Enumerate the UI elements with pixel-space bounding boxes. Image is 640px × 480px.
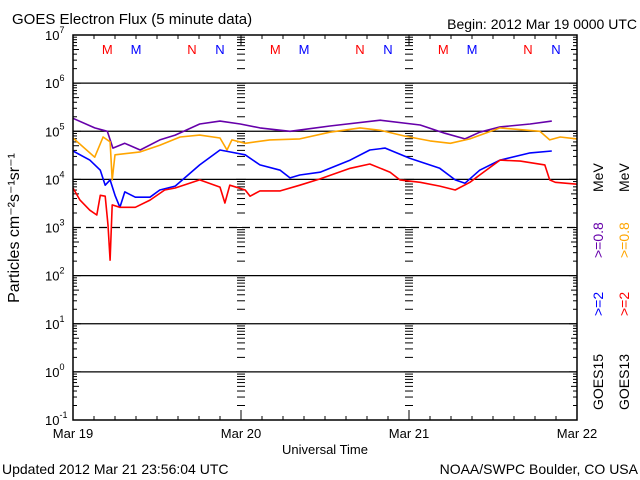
y-axis-label: Particles cm⁻²s⁻¹sr⁻¹ <box>6 153 23 303</box>
event-marker: N <box>551 42 560 57</box>
event-marker: M <box>270 42 281 57</box>
y-tick-label: 103 <box>45 218 64 236</box>
event-marker: M <box>102 42 113 57</box>
event-marker: M <box>299 42 310 57</box>
x-tick-label: Mar 21 <box>389 426 429 441</box>
series-lines <box>72 117 578 261</box>
y-tick-base: 10 <box>45 365 59 380</box>
x-axis-label: Universal Time <box>282 442 368 457</box>
event-marker: N <box>355 42 364 57</box>
y-tick-base: 10 <box>45 76 59 91</box>
y-tick-exponent: 2 <box>59 266 64 276</box>
legend-goes13-2mev: >=2 <box>616 292 632 316</box>
y-tick-exponent: 6 <box>59 73 64 83</box>
event-marker: M <box>131 42 142 57</box>
y-tick-base: 10 <box>45 28 59 43</box>
legend-goes13: GOES13 <box>616 354 632 410</box>
y-tick-base: 10 <box>45 124 59 139</box>
x-tick-label: Mar 22 <box>557 426 597 441</box>
y-tick-base: 10 <box>45 269 59 284</box>
updated-timestamp: Updated 2012 Mar 21 23:56:04 UTC <box>2 461 228 477</box>
series-line-goes15-2-mev <box>72 147 552 209</box>
x-tick-label: Mar 20 <box>221 426 261 441</box>
x-tick-labels: Mar 19 Mar 20 Mar 21 Mar 22 <box>53 426 597 441</box>
begin-time: Begin: 2012 Mar 19 0000 UTC <box>447 16 637 32</box>
series-line-goes15-0-8-mev <box>72 117 552 151</box>
legend-goes15: GOES15 <box>590 354 606 410</box>
y-tick-label: 102 <box>45 266 64 284</box>
y-tick-exponent: 1 <box>59 314 64 324</box>
legend-goes13-unit: MeV <box>616 163 632 192</box>
y-tick-base: 10 <box>45 172 59 187</box>
event-marker: M <box>438 42 449 57</box>
series-line-goes13-0-8-mev <box>72 127 578 181</box>
y-tick-label: 100 <box>45 362 64 380</box>
event-marker: N <box>523 42 532 57</box>
y-tick-exponent: 7 <box>59 25 64 35</box>
y-tick-label: 107 <box>45 25 64 43</box>
legend: GOES15 >=2 >=0.8 MeV GOES13 >=2 >=0.8 Me… <box>590 163 632 410</box>
data-source: NOAA/SWPC Boulder, CO USA <box>440 461 639 477</box>
y-tick-label: 104 <box>45 169 64 187</box>
legend-goes15-unit: MeV <box>590 163 606 192</box>
legend-goes13-08mev: >=0.8 <box>616 222 632 258</box>
grid-lines <box>73 82 577 373</box>
event-marker: N <box>215 42 224 57</box>
y-tick-label: 105 <box>45 121 64 139</box>
y-tick-base: 10 <box>45 221 59 236</box>
y-tick-label: 106 <box>45 73 64 91</box>
y-tick-exponent: 5 <box>59 121 64 131</box>
plot-frame <box>72 34 578 421</box>
x-tick-label: Mar 19 <box>53 426 93 441</box>
y-tick-exponent: 0 <box>59 362 64 372</box>
event-marker: N <box>187 42 196 57</box>
event-marker: M <box>467 42 478 57</box>
legend-goes15-2mev: >=2 <box>590 292 606 316</box>
y-tick-label: 10-1 <box>45 410 67 428</box>
legend-goes15-08mev: >=0.8 <box>590 222 606 258</box>
chart-title: GOES Electron Flux (5 minute data) <box>12 11 252 28</box>
series-line-goes13-2-mev <box>72 159 578 261</box>
y-tick-exponent: -1 <box>59 410 67 420</box>
y-tick-base: 10 <box>45 413 59 428</box>
event-marker: N <box>383 42 392 57</box>
y-tick-exponent: 4 <box>59 169 64 179</box>
y-tick-label: 101 <box>45 314 64 332</box>
y-tick-base: 10 <box>45 317 59 332</box>
y-tick-exponent: 3 <box>59 218 64 228</box>
